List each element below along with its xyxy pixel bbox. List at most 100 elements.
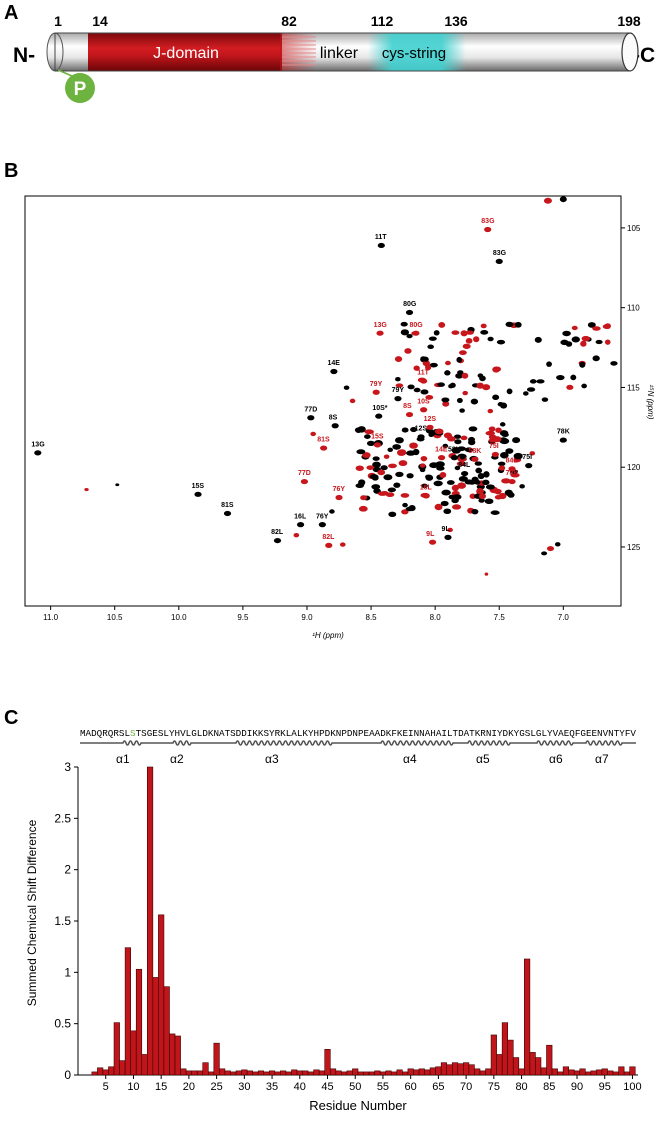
hsqc-peak (514, 321, 522, 328)
bar-residue-77 (501, 1022, 509, 1076)
hsqc-peak-label: 83G (493, 250, 507, 257)
hsqc-peak (405, 506, 415, 512)
bar-chart-x-tick-label: 45 (321, 1081, 333, 1093)
hsqc-peak (492, 366, 501, 373)
hsqc-x-tick-label: 8.5 (366, 613, 378, 622)
bar-chart-x-tick-label: 95 (599, 1081, 611, 1093)
bar-residue-95 (601, 1068, 608, 1076)
hsqc-peak (406, 473, 414, 479)
hsqc-peak (440, 500, 449, 507)
hsqc-peak (595, 339, 603, 345)
bar-residue-12 (141, 1054, 148, 1076)
hsqc-peak (405, 411, 414, 418)
cys-string-label: cys-string (382, 45, 446, 62)
hsqc-peak (485, 484, 495, 490)
hsqc-peak (496, 339, 506, 345)
hsqc-peak (456, 461, 466, 467)
hsqc-peak (450, 455, 458, 461)
hsqc-peak (398, 449, 407, 456)
hsqc-peak (394, 437, 404, 444)
hsqc-peak (559, 196, 567, 203)
hsqc-peak (484, 572, 489, 576)
bar-residue-58 (396, 1069, 403, 1076)
hsqc-peak (459, 408, 465, 413)
bar-residue-33 (257, 1070, 265, 1076)
hsqc-peak (420, 407, 428, 413)
bar-residue-99 (623, 1071, 630, 1076)
position-136: 136 (444, 13, 468, 29)
bar-residue-15 (158, 914, 165, 1076)
helix-labels: α1 α2 α3 α4 α5 α6 α7 (116, 752, 609, 766)
hsqc-peak (547, 546, 555, 552)
hsqc-peak (404, 348, 412, 354)
hsqc-y-axis: 105 110 115 120 125 (621, 224, 641, 552)
sequence-before: MADQRQRSL (80, 728, 130, 739)
bar-residue-91 (579, 1068, 586, 1076)
hsqc-peak (398, 460, 408, 467)
hsqc-peak (474, 479, 481, 485)
bar-residue-43 (313, 1069, 320, 1076)
hsqc-peak-label: 10S (417, 398, 430, 405)
bar-residue-36 (274, 1071, 281, 1076)
hsqc-x-tick-label: 8.0 (430, 613, 442, 622)
hsqc-peak (471, 508, 479, 515)
bar-residue-74 (485, 1068, 492, 1076)
helix-label-a7: α7 (595, 752, 609, 766)
position-82: 82 (281, 13, 297, 29)
hsqc-peak-label: 13G (31, 441, 45, 448)
helix-label-a2: α2 (170, 752, 184, 766)
hsqc-peak (372, 456, 380, 461)
bar-chart-y-tick-label: 2 (64, 863, 71, 877)
bar-residue-45 (324, 1049, 331, 1076)
j-domain-segment (88, 33, 282, 71)
hsqc-peak (487, 408, 494, 414)
hsqc-peak (475, 467, 483, 474)
bar-residue-13 (147, 766, 154, 1076)
bar-residue-17 (169, 1033, 176, 1076)
bar-chart-x-tick-label: 55 (377, 1081, 389, 1093)
hsqc-peak (460, 330, 468, 337)
hsqc-peak (495, 258, 503, 265)
hsqc-peak (377, 242, 385, 249)
bar-chart-y-tick-label: 1 (64, 965, 71, 979)
hsqc-peak (331, 423, 339, 429)
bar-residue-60 (407, 1068, 414, 1076)
hsqc-peak (442, 401, 450, 407)
bar-residue-16 (163, 986, 170, 1076)
bar-residue-50 (352, 1068, 359, 1076)
hsqc-peak (571, 325, 578, 331)
bar-residue-83 (535, 1057, 542, 1076)
hsqc-peak-label: 12S (424, 416, 437, 423)
bar-chart-y-tick-label: 0 (64, 1068, 71, 1082)
hsqc-peak (483, 471, 490, 478)
hsqc-peak (437, 382, 445, 387)
hsqc-peak (562, 330, 571, 337)
hsqc-peak (482, 384, 491, 391)
bar-chart-x-tick-label: 25 (210, 1081, 222, 1093)
hsqc-peak (355, 465, 364, 471)
panel-a-domain-schematic: A (0, 0, 662, 110)
bar-residue-70 (463, 1062, 470, 1076)
hsqc-peak-label: 13G (374, 322, 388, 329)
hsqc-peak (554, 542, 561, 547)
hsqc-y-tick-label: 110 (627, 304, 640, 313)
hsqc-peak (465, 338, 473, 344)
bar-residue-9 (124, 947, 131, 1076)
hsqc-peak (478, 493, 486, 500)
bar-chart-x-tick-label: 70 (460, 1081, 472, 1093)
bar-chart-y-tick-label: 2.5 (54, 811, 71, 825)
hsqc-peak (223, 510, 232, 517)
hsqc-peak (84, 487, 89, 492)
position-112: 112 (371, 13, 394, 29)
panel-b-hsqc-spectrum: B 11.0 10.5 10.0 9.5 9.0 8.5 8.0 7.5 7.0 105 110 1… (0, 160, 662, 650)
bar-residue-18 (174, 1035, 181, 1076)
hsqc-peak (362, 452, 371, 459)
protein-sequence: MADQRQRSLSTSGESLYHVLGLDKNATSDDIKKSYRKLAL… (80, 728, 637, 739)
bar-residue-90 (573, 1070, 581, 1076)
hsqc-peak-label: 83G (481, 218, 495, 225)
hsqc-peak (473, 336, 480, 343)
hsqc-peak (581, 383, 587, 389)
bar-residue-51 (357, 1071, 364, 1076)
hsqc-peak (438, 322, 446, 328)
hsqc-peak (409, 442, 418, 449)
